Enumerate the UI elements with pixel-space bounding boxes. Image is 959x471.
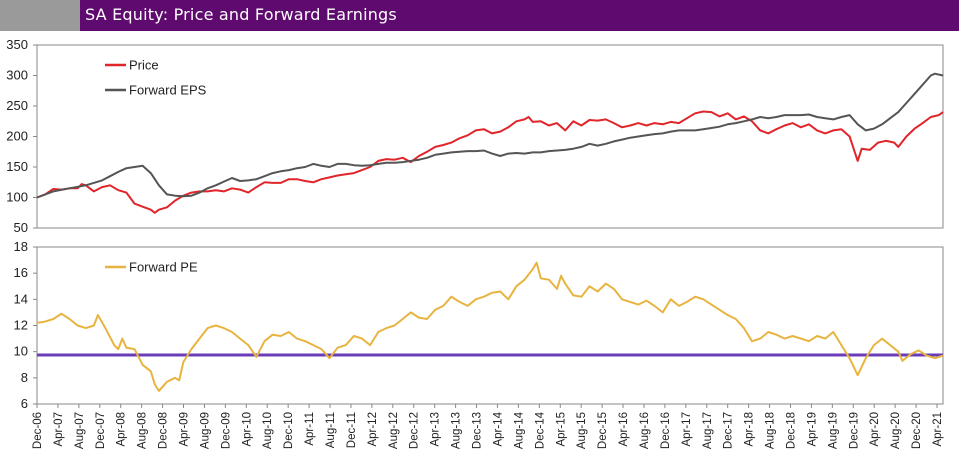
x-tick-label: Apr-12 [367,412,379,447]
x-tick-label: Dec-09 [220,412,232,449]
title-banner [80,0,959,31]
x-tick-label: Dec-08 [158,412,170,449]
x-tick-label: Apr-13 [430,412,442,447]
x-tick-label: Apr-08 [116,412,128,447]
x-tick-label: Aug-17 [702,412,714,449]
x-tick-label: Aug-18 [765,412,777,449]
x-tick-label: Apr-21 [932,412,944,447]
y-tick-label: 300 [6,68,28,83]
x-tick-label: Aug-11 [325,412,337,448]
x-tick-label: Aug-19 [827,412,839,449]
x-tick-label: Aug-14 [513,411,525,449]
x-tick-label: Apr-19 [806,412,818,447]
legend-label: Forward PE [129,260,198,275]
x-tick-label: Dec-20 [911,412,923,449]
x-tick-label: Apr-15 [555,412,567,447]
y-tick-label: 200 [6,129,28,144]
x-tick-label: Aug-13 [451,412,463,449]
x-tick-label: Apr-07 [53,412,65,447]
y-tick-label: 10 [14,344,28,359]
y-tick-label: 8 [21,370,28,385]
x-tick-label: Dec-11 [346,412,358,448]
y-tick-label: 6 [21,396,28,411]
x-tick-label: Apr-18 [744,412,756,447]
legend-label: Price [129,58,159,73]
x-tick-label: Dec-10 [283,412,295,449]
x-tick-label: Dec-16 [660,412,672,449]
title-bar: SA Equity: Price and Forward Earnings [0,0,959,31]
x-tick-label: Dec-12 [409,412,421,449]
plot-frame-top [36,44,944,229]
x-tick-label: Aug-10 [262,412,274,449]
y-tick-label: 350 [6,37,28,52]
y-tick-label: 100 [6,190,28,205]
x-tick-label: Dec-07 [95,412,107,449]
x-tick-label: Dec-17 [723,412,735,449]
x-tick-label: Dec-15 [597,412,609,449]
y-tick-label: 250 [6,98,28,113]
x-tick-label: Apr-17 [681,412,693,447]
y-tick-label: 150 [6,159,28,174]
x-tick-label: Apr-16 [618,412,630,447]
x-tick-label: Aug-16 [639,412,651,449]
x-tick-label: Aug-08 [137,412,149,449]
x-tick-label: Dec-06 [32,412,44,449]
x-tick-label: Aug-07 [74,412,86,449]
x-tick-label: Dec-13 [472,412,484,449]
y-tick-label: 50 [14,220,28,235]
x-tick-label: Apr-10 [241,412,253,447]
x-tick-label: Aug-15 [576,412,588,449]
x-tick-label: Apr-09 [179,412,191,447]
x-tick-label: Aug-09 [199,412,211,449]
series-line-price [36,110,944,214]
y-tick-label: 12 [14,318,28,333]
series-line-forward-pe [36,261,944,392]
x-tick-label: Apr-11 [304,412,316,446]
y-tick-label: 18 [14,239,28,254]
x-tick-label: Dec-14 [534,411,546,449]
page-title: SA Equity: Price and Forward Earnings [85,5,397,24]
series-line-forward-eps [36,72,944,199]
y-tick-label: 16 [14,265,28,280]
x-tick-label: Apr-20 [869,412,881,447]
x-tick-label: Apr-14 [492,411,504,446]
legend-label: Forward EPS [129,83,207,98]
title-accent-block [0,0,80,31]
x-tick-label: Aug-20 [890,412,902,449]
x-tick-label: Aug-12 [388,412,400,449]
x-tick-label: Dec-18 [785,412,797,449]
y-tick-label: 14 [14,291,28,306]
x-tick-label: Dec-19 [848,412,860,449]
